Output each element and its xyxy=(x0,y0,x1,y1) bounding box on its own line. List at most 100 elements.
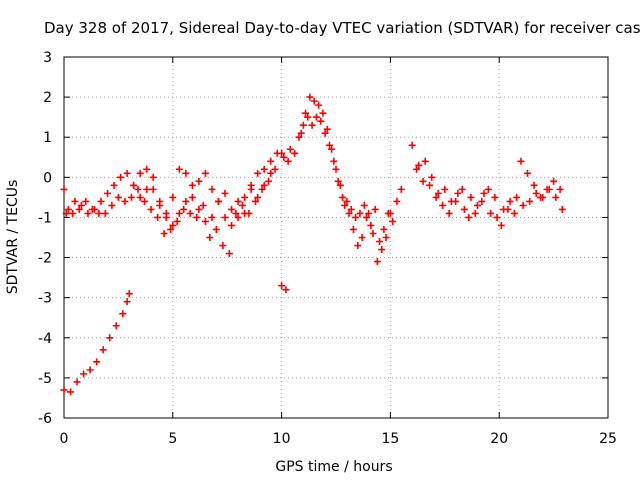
data-point xyxy=(537,193,545,201)
data-point xyxy=(195,177,203,185)
data-point xyxy=(408,141,416,149)
data-point xyxy=(271,165,279,173)
data-point xyxy=(238,201,246,209)
data-point xyxy=(302,109,310,117)
data-point xyxy=(556,185,564,193)
data-point xyxy=(484,185,492,193)
data-point xyxy=(234,197,242,205)
data-point xyxy=(278,149,286,157)
data-point xyxy=(465,213,473,221)
data-point xyxy=(93,358,101,366)
data-point xyxy=(278,282,286,290)
x-tick-label: 0 xyxy=(60,431,69,447)
data-point xyxy=(349,225,357,233)
data-point xyxy=(352,213,360,221)
data-point xyxy=(356,209,364,217)
data-point xyxy=(376,238,384,246)
data-point xyxy=(471,209,479,217)
data-point xyxy=(506,197,514,205)
data-point xyxy=(365,209,373,217)
data-point xyxy=(60,386,68,394)
data-point xyxy=(552,193,560,201)
data-point xyxy=(97,197,105,205)
data-point xyxy=(295,133,303,141)
data-point xyxy=(282,286,290,294)
data-point xyxy=(117,173,125,181)
data-point xyxy=(415,161,423,169)
data-point xyxy=(321,129,329,137)
data-point xyxy=(467,193,475,201)
data-point xyxy=(291,149,299,157)
y-tick-label: -4 xyxy=(38,331,52,347)
data-point xyxy=(513,193,521,201)
data-point xyxy=(532,189,540,197)
data-point xyxy=(460,205,468,213)
data-point xyxy=(173,217,181,225)
data-point xyxy=(167,225,175,233)
data-point xyxy=(136,193,144,201)
x-axis-label: GPS time / hours xyxy=(275,459,392,475)
data-point xyxy=(258,185,266,193)
series-band3 xyxy=(130,165,275,229)
data-point xyxy=(162,209,170,217)
data-point xyxy=(397,185,405,193)
data-point xyxy=(212,225,220,233)
data-point xyxy=(336,181,344,189)
y-tick-label: 0 xyxy=(43,170,52,186)
data-point xyxy=(82,197,90,205)
plot-frame xyxy=(63,56,609,419)
data-point xyxy=(378,246,386,254)
data-point xyxy=(550,177,558,185)
data-point xyxy=(380,225,388,233)
data-point xyxy=(208,213,216,221)
data-point xyxy=(182,197,190,205)
data-point xyxy=(312,113,320,121)
data-point xyxy=(458,185,466,193)
data-point xyxy=(199,201,207,209)
data-point xyxy=(121,197,129,205)
data-point xyxy=(208,185,216,193)
data-point xyxy=(382,234,390,241)
data-point xyxy=(267,157,275,165)
grid-layer xyxy=(64,57,608,418)
data-point xyxy=(304,113,312,121)
data-point xyxy=(426,181,434,189)
data-point xyxy=(86,366,94,374)
data-point xyxy=(308,121,316,129)
data-point xyxy=(228,221,236,229)
data-point xyxy=(354,242,362,250)
data-point xyxy=(201,169,209,177)
series-ramp xyxy=(60,290,133,396)
data-point xyxy=(339,193,347,201)
data-point xyxy=(110,181,118,189)
data-point xyxy=(486,209,494,217)
data-point xyxy=(343,197,351,205)
y-axis-label: SDTVAR / TECUs xyxy=(5,180,21,295)
data-point xyxy=(234,213,242,221)
data-point xyxy=(428,173,436,181)
data-point xyxy=(106,334,114,342)
data-point xyxy=(432,193,440,201)
data-point xyxy=(441,185,449,193)
data-point xyxy=(280,153,288,161)
data-point xyxy=(101,209,109,217)
x-tick-label: 25 xyxy=(599,431,617,447)
data-point xyxy=(99,346,107,354)
data-point xyxy=(169,221,177,229)
series-band4 xyxy=(408,141,566,221)
data-point xyxy=(75,205,83,213)
data-point xyxy=(149,173,157,181)
data-point xyxy=(421,157,429,165)
series-band5 xyxy=(413,157,564,229)
data-point xyxy=(517,157,525,165)
series-cluster xyxy=(278,282,290,294)
data-point xyxy=(299,121,307,129)
data-point xyxy=(160,229,168,237)
data-point xyxy=(480,189,488,197)
y-tick-label: 3 xyxy=(43,50,52,66)
series-peak xyxy=(278,93,405,250)
data-point xyxy=(254,169,262,177)
data-point xyxy=(332,165,340,173)
x-tick-label: 20 xyxy=(490,431,508,447)
